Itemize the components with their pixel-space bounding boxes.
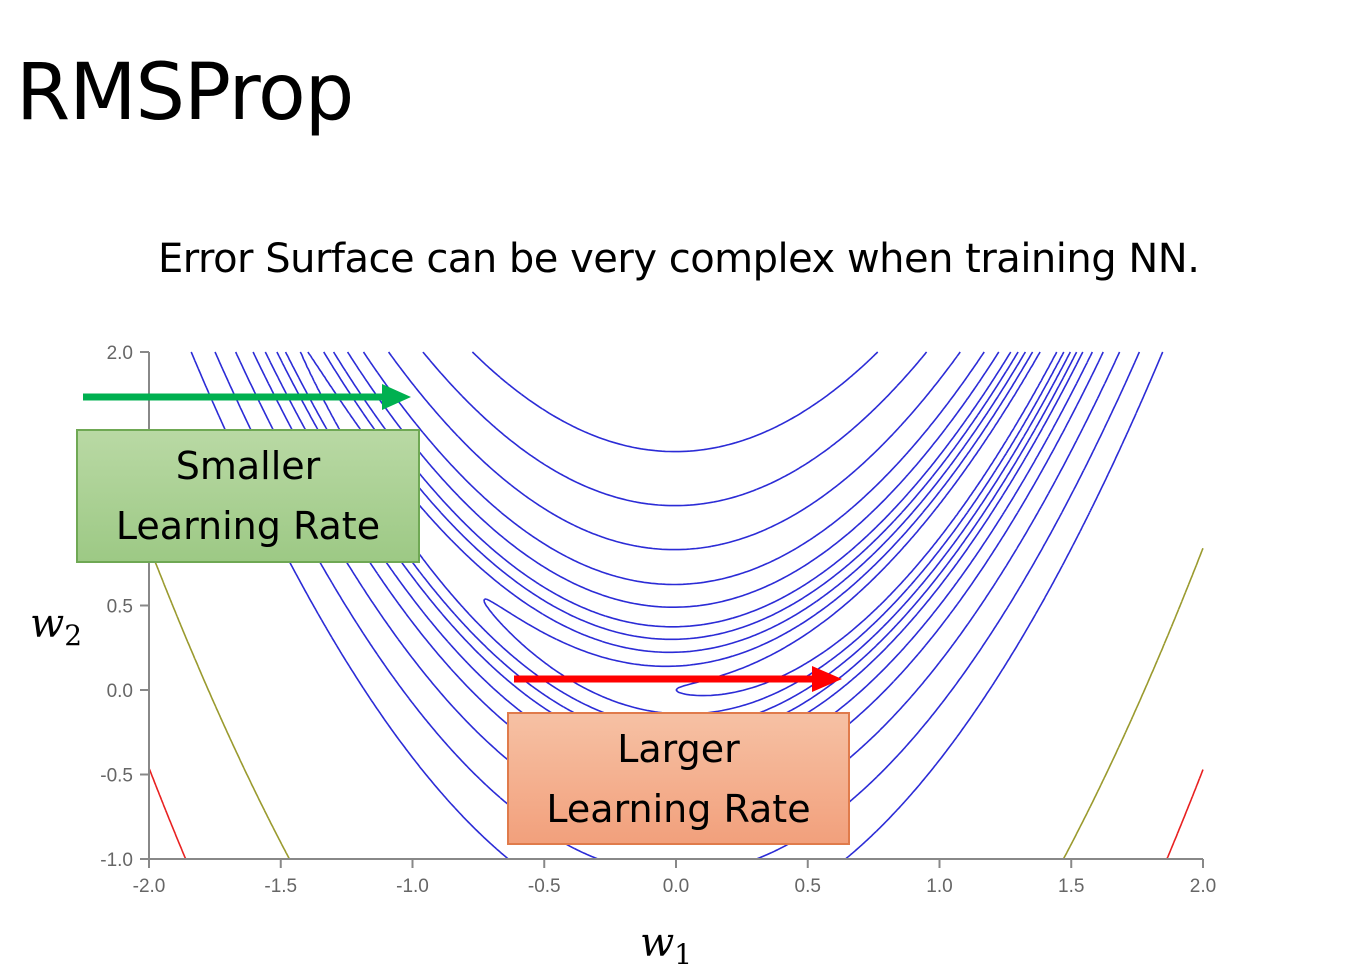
x-tick-label: 1.0 [926,876,952,897]
smaller-learning-rate-box: Smaller Learning Rate [76,429,420,563]
x-tick-label: 2.0 [1190,876,1216,897]
x-axis-label: w1 [640,920,692,971]
contour-line-blue [483,351,1065,715]
larger-label-line-2: Learning Rate [546,786,811,831]
contour-line-red [148,767,1204,860]
y-tick-label: 0.5 [107,597,133,618]
y-axis-label: w2 [30,601,82,652]
larger-label-line-1: Larger [617,726,740,771]
smaller-label-line-1: Smaller [175,444,321,488]
y-tick-label: 0.0 [107,681,133,702]
contour-line-blue [675,351,1058,697]
x-tick-label: 1.5 [1058,876,1084,897]
x-tick-label: 0.0 [663,876,689,897]
y-tick-label: -0.5 [100,766,133,787]
x-tick-label: -1.0 [396,876,429,897]
larger-learning-rate-box: Larger Learning Rate [507,712,850,845]
smaller-label-line-2: Learning Rate [115,504,381,548]
x-tick-label: -1.5 [264,876,297,897]
x-tick-label: -2.0 [133,876,166,897]
x-tick-label: 0.5 [795,876,821,897]
red-arrow [514,666,842,692]
slide-title: RMSProp [16,48,354,138]
y-tick-label: 2.0 [107,343,133,364]
slide-subtitle: Error Surface can be very complex when t… [158,236,1200,282]
contour-line-olive [148,545,1204,860]
y-tick-label: -1.0 [100,850,133,871]
plot-axes: -2.0 -1.5 -1.0 -0.5 0.0 0.5 1.0 1.5 2.0 -1.0 -0.5 0… [100,343,1216,897]
x-tick-label: -0.5 [528,876,561,897]
green-arrow [83,384,411,410]
